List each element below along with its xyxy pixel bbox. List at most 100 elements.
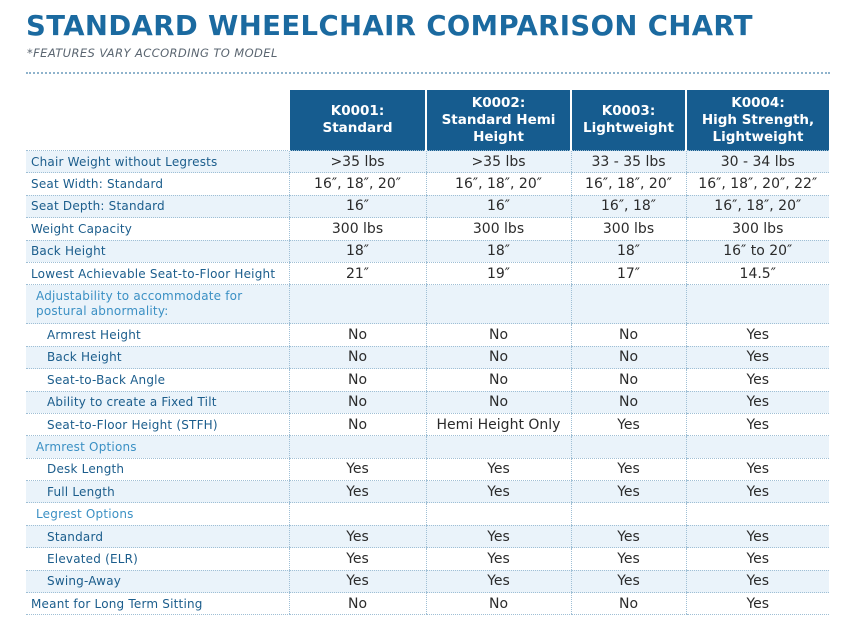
value-cell: Yes (425, 547, 571, 571)
value-cell (570, 435, 686, 459)
value-cell: 18″ (425, 240, 571, 263)
value-cell: Yes (288, 570, 426, 594)
value-cell: No (570, 346, 686, 370)
row-label: Back Height (26, 346, 289, 370)
table-row: Seat Depth: Standard 16″ 16″ 16″, 18″ 16″, 1… (26, 195, 829, 219)
table-row: Weight Capacity 300 lbs 300 lbs 300 lbs 300 … (26, 217, 829, 241)
table-row: Legrest Options (26, 502, 829, 526)
table-row: Chair Weight without Legrests >35 lbs >35 … (26, 149, 829, 174)
value-cell: No (288, 346, 426, 370)
value-cell: Yes (570, 458, 686, 482)
value-cell: Yes (685, 570, 829, 594)
row-label: Swing-Away (26, 570, 289, 594)
value-cell: 16″ (425, 195, 571, 219)
value-cell: No (570, 323, 686, 347)
value-cell: >35 lbs (288, 149, 426, 174)
section-label: Legrest Options (26, 502, 289, 526)
value-cell (570, 284, 686, 325)
value-cell: Yes (425, 525, 571, 549)
value-cell: Yes (425, 570, 571, 594)
value-cell: No (425, 592, 571, 616)
dotted-divider (26, 72, 830, 74)
value-cell: Yes (570, 480, 686, 504)
value-cell: Yes (685, 391, 829, 414)
value-cell (685, 284, 829, 325)
row-label: Back Height (26, 240, 289, 263)
value-cell: 18″ (570, 240, 686, 263)
value-cell: 16″ to 20″ (685, 240, 829, 263)
value-cell: Yes (570, 547, 686, 571)
value-cell: Yes (685, 413, 829, 437)
table-row: Seat-to-Back Angle No No No Yes (26, 368, 829, 392)
value-cell: 16″ (288, 195, 426, 219)
value-cell: 300 lbs (570, 217, 686, 241)
table-row: Desk Length Yes Yes Yes Yes (26, 458, 829, 482)
table-row: Armrest Options (26, 435, 829, 459)
value-cell (685, 435, 829, 459)
table-row: Seat Width: Standard 16″, 18″, 20″ 16″, 18… (26, 172, 829, 196)
header-row: K0001: Standard K0002: Standard Hemi Height… (26, 90, 829, 151)
row-label: Full Length (26, 480, 289, 504)
value-cell: No (570, 592, 686, 616)
row-label: Seat Width: Standard (26, 172, 289, 196)
value-cell: Yes (288, 525, 426, 549)
value-cell: 16″, 18″ (570, 195, 686, 219)
value-cell: 16″, 18″, 20″ (288, 172, 426, 196)
value-cell: Yes (570, 413, 686, 437)
table-row: Back Height 18″ 18″ 18″ 16″ to 20″ (26, 240, 829, 263)
value-cell: No (570, 391, 686, 414)
value-cell: Yes (685, 323, 829, 347)
value-cell (425, 502, 571, 526)
value-cell: 16″, 18″, 20″ (425, 172, 571, 196)
value-cell: 21″ (288, 262, 426, 286)
value-cell (425, 435, 571, 459)
table-row: Elevated (ELR) Yes Yes Yes Yes (26, 547, 829, 571)
header-k0002: K0002: Standard Hemi Height (425, 90, 571, 151)
value-cell: Yes (570, 525, 686, 549)
value-cell: 16″, 18″, 20″, 22″ (685, 172, 829, 196)
table-row: Meant for Long Term Sitting No No No Yes (26, 592, 829, 616)
table-row: Swing-Away Yes Yes Yes Yes (26, 570, 829, 594)
value-cell: Yes (570, 570, 686, 594)
table-row: Full Length Yes Yes Yes Yes (26, 480, 829, 504)
value-cell: Yes (685, 480, 829, 504)
table-row: Adjustability to accommodate for postura… (26, 284, 829, 325)
table-row: Standard Yes Yes Yes Yes (26, 525, 829, 549)
table-row: Seat-to-Floor Height (STFH) No Hemi Height… (26, 413, 829, 437)
row-label: Standard (26, 525, 289, 549)
header-k0004: K0004: High Strength, Lightweight (685, 90, 829, 151)
row-label: Armrest Height (26, 323, 289, 347)
value-cell: 300 lbs (685, 217, 829, 241)
value-cell: Hemi Height Only (425, 413, 571, 437)
value-cell (570, 502, 686, 526)
row-label: Seat-to-Back Angle (26, 368, 289, 392)
value-cell: Yes (425, 458, 571, 482)
value-cell: No (425, 346, 571, 370)
value-cell: Yes (685, 547, 829, 571)
comparison-table: K0001: Standard K0002: Standard Hemi Height… (26, 90, 829, 616)
value-cell (685, 502, 829, 526)
section-label: Adjustability to accommodate for postura… (26, 284, 289, 325)
value-cell: No (288, 368, 426, 392)
page-title: STANDARD WHEELCHAIR COMPARISON CHART (26, 10, 753, 42)
header-k0003: K0003: Lightweight (570, 90, 686, 151)
value-cell (425, 284, 571, 325)
section-label: Armrest Options (26, 435, 289, 459)
header-k0001: K0001: Standard (288, 90, 426, 151)
value-cell: 300 lbs (425, 217, 571, 241)
value-cell: >35 lbs (425, 149, 571, 174)
value-cell: 18″ (288, 240, 426, 263)
value-cell: 16″, 18″, 20″ (570, 172, 686, 196)
value-cell: 17″ (570, 262, 686, 286)
value-cell: Yes (685, 368, 829, 392)
page-subtitle: *FEATURES VARY ACCORDING TO MODEL (27, 46, 278, 60)
value-cell: Yes (425, 480, 571, 504)
value-cell: No (570, 368, 686, 392)
value-cell: No (425, 323, 571, 347)
row-label: Chair Weight without Legrests (26, 149, 289, 174)
value-cell: No (288, 413, 426, 437)
value-cell: Yes (288, 547, 426, 571)
table-row: Armrest Height No No No Yes (26, 323, 829, 347)
table-row: Ability to create a Fixed Tilt No No No Yes (26, 391, 829, 414)
value-cell: No (425, 391, 571, 414)
